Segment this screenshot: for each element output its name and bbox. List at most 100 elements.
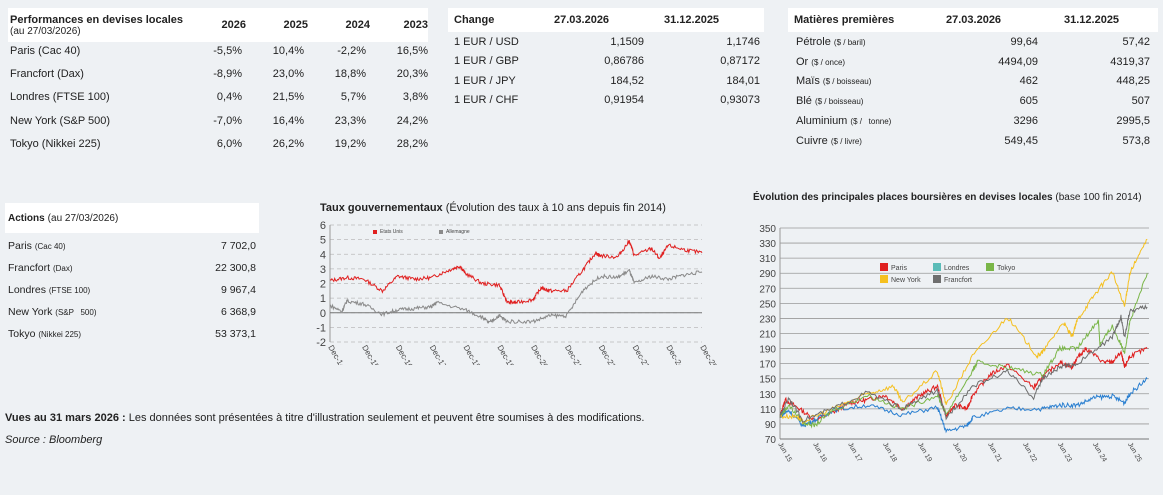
cell-value: 3296 (1013, 115, 1038, 128)
x-tick-label: Dec-15 (360, 344, 381, 366)
y-tick-label: 1 (320, 293, 326, 305)
x-tick-label: Dec-24 (664, 344, 685, 366)
x-tick-label: Jun 17 (846, 442, 863, 464)
table-row: Londres (FTSE 100) 9 967,4 (5, 279, 259, 301)
table-row: Or ($ / once) 4494,09 4319,37 (788, 52, 1158, 72)
y-tick-label: 90 (765, 420, 777, 431)
row-label: Pétrole ($ / baril) (796, 36, 926, 48)
y-tick-label: 250 (759, 299, 776, 310)
y-tick-label: 110 (760, 405, 776, 416)
x-tick-label: Dec-14 (326, 344, 347, 366)
cell-value: 99,64 (1010, 35, 1038, 48)
index-name: (FTSE 100) (48, 286, 91, 295)
y-tick-label: 210 (759, 330, 776, 341)
exchange-rate-table: Change 27.03.2026 31.12.2025 1 EUR / USD 1,1… (448, 8, 764, 110)
y-tick-label: 70 (765, 435, 777, 446)
cell-value: 23,0% (272, 67, 304, 80)
market-name: Tokyo (8, 328, 36, 340)
row-label: Paris (Cac 40) (10, 44, 81, 57)
y-tick-label: 150 (759, 375, 776, 386)
series-line-new-york (779, 238, 1148, 425)
x-tick-label: Dec-17 (428, 344, 449, 366)
row-label: New York (S&P 500) (8, 306, 168, 318)
y-tick-label: 290 (759, 269, 776, 280)
header-title: Matières premières (794, 14, 895, 26)
y-tick-label: 350 (759, 224, 776, 235)
x-tick-label: Dec-25 (698, 344, 719, 366)
row-label: 1 EUR / GBP (454, 55, 519, 68)
commodity-name: Aluminium (796, 115, 848, 128)
y-tick-label: 3 (320, 264, 326, 276)
cell-value: 507 (1131, 95, 1150, 108)
cell-value: 3,8% (402, 91, 428, 104)
y-tick-label: 170 (759, 360, 776, 371)
table-row: New York (S&P 500) -7,0% 16,4% 23,3% 24,2% (8, 109, 428, 132)
x-tick-label: Jun 19 (916, 442, 933, 464)
legend-label: New York (891, 277, 921, 284)
series-line-etats-unis (329, 239, 703, 305)
source-note: Source : Bloomberg (5, 434, 103, 446)
column-header: 2024 (345, 19, 370, 31)
bond-chart-title: Taux gouvernementaux (Évolution des taux… (320, 202, 666, 214)
cell-value: 10,4% (272, 44, 304, 57)
x-tick-label: Jun 23 (1056, 442, 1073, 464)
table-row: Tokyo (Nikkei 225) 53 373,1 (5, 323, 259, 345)
cell-value: 0,87172 (720, 55, 760, 68)
table-header: Performances en devises locales (au 27/03… (8, 8, 428, 42)
stock-index-chart: 70 90 110 130 150 170 190 210 230 250 270 290 310 330… (759, 224, 1149, 464)
index-value: 22 300,8 (215, 262, 256, 274)
cell-value: 184,01 (726, 74, 760, 87)
y-tick-label: 5 (320, 235, 326, 247)
header-title: Performances en devises locales (au 27/03… (10, 14, 200, 37)
cell-value: 1,1509 (610, 35, 644, 48)
index-name: (Cac 40) (34, 242, 66, 251)
column-header: 2026 (221, 19, 246, 31)
row-label: Francfort (Dax) (8, 262, 168, 274)
cell-value: 4494,09 (998, 55, 1038, 68)
cell-value: -2,2% (337, 44, 366, 57)
y-tick-label: 310 (759, 254, 776, 265)
cell-value: 1,1746 (726, 35, 760, 48)
y-tick-label: 190 (759, 345, 776, 356)
cell-value: 18,8% (334, 67, 366, 80)
commodities-table: Matières premières 27.03.2026 31.12.2025 Pé… (788, 8, 1158, 151)
commodity-name: Maïs (796, 75, 820, 88)
header-title: Actions (8, 212, 45, 224)
index-value: 7 702,0 (220, 240, 256, 252)
table-row: Cuivre ($ / livre) 549,45 573,8 (788, 131, 1158, 151)
table-row: Tokyo (Nikkei 225) 6,0% 26,2% 19,2% 28,2% (8, 132, 428, 155)
row-label: Aluminium ($ / tonne) (796, 115, 926, 127)
x-tick-label: Dec-23 (631, 344, 652, 366)
table-row: Francfort (Dax) -8,9% 23,0% 18,8% 20,3% (8, 62, 428, 85)
x-tick-label: Dec-21 (563, 344, 584, 366)
column-header: 2025 (283, 19, 308, 31)
cell-value: 549,45 (1004, 134, 1038, 147)
header-title: Change (454, 14, 495, 26)
legend-swatch (880, 275, 888, 283)
row-label: Blé ($ / boisseau) (796, 95, 926, 107)
y-tick-label: 130 (759, 390, 776, 401)
x-tick-label: Jun 15 (776, 442, 793, 464)
stock-chart-title: Évolution des principales places boursiè… (753, 192, 1142, 203)
table-row: 1 EUR / USD 1,1509 1,1746 (448, 32, 764, 52)
table-row: 1 EUR / CHF 0,91954 0,93073 (448, 91, 764, 111)
row-label: Londres (FTSE 100) (8, 284, 168, 296)
y-tick-label: 0 (320, 308, 326, 320)
cell-value: 605 (1019, 95, 1038, 108)
legend-swatch (933, 263, 941, 271)
commodity-unit: ($ / baril) (833, 37, 866, 47)
legend-label: Tokyo (997, 265, 1015, 272)
x-tick-label: Dec-22 (597, 344, 618, 366)
legend-swatch (373, 230, 377, 234)
x-tick-label: Dec-20 (529, 344, 550, 366)
table-header: Matières premières 27.03.2026 31.12.2025 (788, 8, 1158, 32)
table-row: 1 EUR / JPY 184,52 184,01 (448, 71, 764, 91)
commodity-name: Blé (796, 95, 812, 108)
x-tick-label: Dec-19 (495, 344, 516, 366)
subtitle: (au 27/03/2026) (10, 25, 81, 37)
column-header: 27.03.2026 (554, 14, 610, 26)
row-label: New York (S&P 500) (10, 114, 111, 127)
cell-value: 448,25 (1116, 75, 1150, 88)
x-tick-label: Jun 25 (1126, 442, 1143, 464)
y-tick-label: 4 (320, 249, 326, 261)
